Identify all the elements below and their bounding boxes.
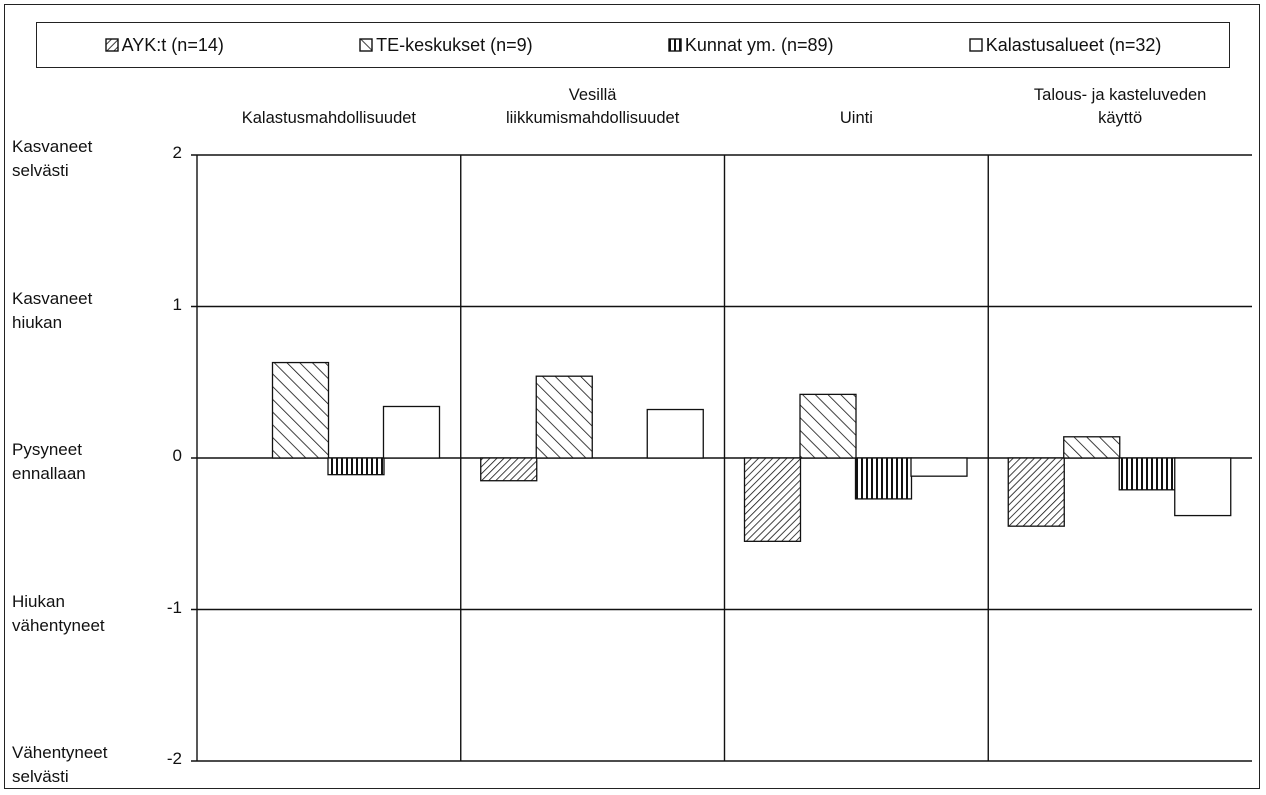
category-label-line: liikkumismahdollisuudet xyxy=(505,109,680,127)
legend-swatch xyxy=(668,38,682,52)
legend-label: Kunnat ym. (n=89) xyxy=(684,34,834,55)
legend-item: TE-keskukset (n=9) xyxy=(359,35,533,56)
legend: AYK:t (n=14) TE-keskukset (n=9) Kunnat ym.… xyxy=(36,22,1230,68)
y-tick-label: -2 xyxy=(166,749,182,768)
bar xyxy=(535,375,593,459)
level-label-line: vähentyneet xyxy=(12,615,105,635)
bar xyxy=(799,393,857,459)
level-label: Hiukan vähentyneet xyxy=(12,590,105,638)
legend-label: AYK:t (n=14) xyxy=(121,34,224,55)
legend-label: Kalastusalueet (n=32) xyxy=(985,34,1162,55)
category-label: Talous- ja kasteluveden käyttö xyxy=(989,84,1251,130)
category-label: Uinti xyxy=(725,84,987,130)
level-label: Vähentyneet selvästi xyxy=(12,741,107,789)
bar xyxy=(271,361,330,459)
level-label-line: selvästi xyxy=(12,767,69,786)
level-label: Kasvaneet selvästi xyxy=(12,135,92,183)
bar xyxy=(1174,457,1232,517)
level-label-line: selvästi xyxy=(12,161,69,180)
level-label-line: Kasvaneet xyxy=(12,137,93,156)
category-label-line: Uinti xyxy=(839,109,873,127)
level-label-line: ennallaan xyxy=(12,464,86,483)
bar xyxy=(1007,457,1065,527)
y-tick-label: 1 xyxy=(172,294,182,314)
level-label-line: Pysyneet xyxy=(12,440,82,459)
category-label-line: Kalastusmahdollisuudet xyxy=(241,109,417,127)
bar xyxy=(327,457,385,476)
category-label: Vesillä liikkumismahdollisuudet xyxy=(462,84,724,130)
level-label-line: Vähentyneet xyxy=(12,743,108,762)
category-label-line xyxy=(198,84,460,107)
legend-swatch xyxy=(104,38,119,52)
bar xyxy=(646,408,704,459)
bar xyxy=(854,457,913,500)
legend-item: Kalastusalueet (n=32) xyxy=(969,34,1162,56)
bar xyxy=(382,405,441,459)
legend-swatch xyxy=(359,38,373,52)
chart-frame xyxy=(4,4,1260,789)
category-label-line: käyttö xyxy=(1098,109,1143,127)
level-label-line: Hiukan xyxy=(12,591,65,611)
category-label: Kalastusmahdollisuudet xyxy=(198,84,460,130)
bar xyxy=(910,457,968,477)
category-label-line: Talous- ja kasteluveden xyxy=(1033,86,1207,104)
level-label: Kasvaneet hiukan xyxy=(12,287,92,335)
legend-swatch xyxy=(969,38,983,52)
y-tick-label: -1 xyxy=(166,597,182,617)
bar xyxy=(1063,436,1121,459)
legend-item: Kunnat ym. (n=89) xyxy=(668,35,834,56)
bar xyxy=(743,457,802,542)
legend-item: AYK:t (n=14) xyxy=(104,34,224,56)
category-label-line: Vesillä xyxy=(568,86,617,104)
category-label-line xyxy=(725,84,987,107)
level-label-line: Kasvaneet xyxy=(12,288,93,308)
level-label-line: hiukan xyxy=(12,312,63,332)
level-label: Pysyneet ennallaan xyxy=(12,438,86,486)
bar xyxy=(1118,457,1176,491)
legend-label: TE-keskukset (n=9) xyxy=(376,34,533,55)
bar xyxy=(480,457,538,482)
y-tick-label: 0 xyxy=(172,446,182,465)
y-tick-label: 2 xyxy=(172,143,182,162)
